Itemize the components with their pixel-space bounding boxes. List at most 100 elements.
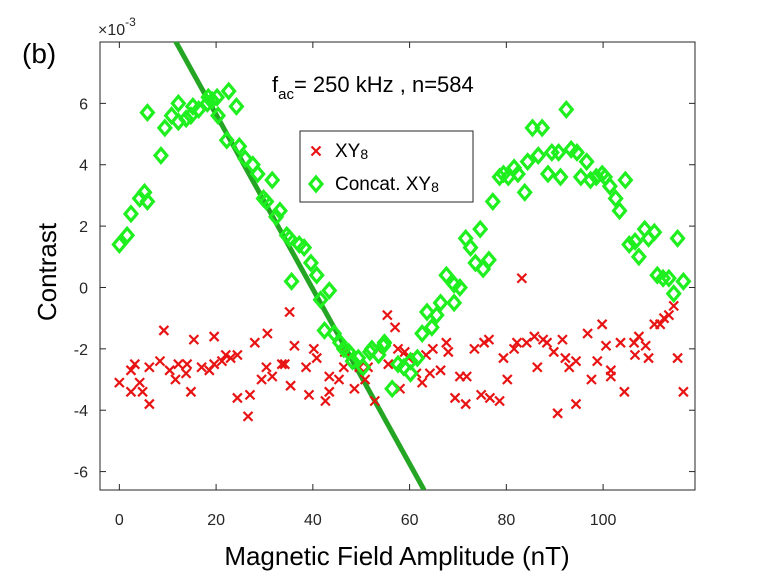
series-xy8 [114,272,689,422]
data-point [355,357,372,377]
data-point [324,386,335,398]
data-point [435,365,446,376]
data-point [582,328,593,339]
y-tick-label: -6 [74,465,88,482]
data-point [220,349,232,361]
data-point [570,355,582,367]
data-point [349,383,360,395]
data-point [285,380,296,391]
y-tick-label: -4 [74,403,88,420]
data-point [228,96,245,116]
data-point [423,317,440,337]
data-point [134,377,145,388]
data-point [428,305,445,325]
x-axis-label: Magnetic Field Amplitude (nT) [224,541,569,571]
data-point [237,149,254,169]
y-tick-label: 6 [79,96,88,113]
data-point [302,253,319,273]
data-point [308,265,325,285]
data-point [483,334,495,345]
data-point [560,352,571,364]
data-point [208,331,220,342]
data-point [502,374,513,385]
data-point [156,118,173,138]
data-point [258,192,275,212]
data-point [550,142,567,162]
panel-label: (b) [22,38,56,69]
data-point [665,284,682,304]
data-point [578,152,595,172]
x-tick-label: 20 [207,512,225,529]
data-point [461,371,472,382]
data-point [196,361,207,373]
data-point [409,348,426,368]
data-point [392,343,404,355]
data-point [139,103,156,123]
data-point [209,106,227,126]
y-tick-label: 4 [79,158,88,175]
data-point [416,377,428,388]
data-point [204,90,221,110]
data-point [125,365,137,376]
data-point [284,306,295,318]
data-point [539,164,556,184]
data-point [312,290,329,310]
data-point [321,281,338,301]
data-point [516,272,528,284]
data-point [256,374,267,385]
x-tick-label: 40 [304,512,322,529]
data-point [402,363,419,383]
data-point [557,334,568,345]
data-point [449,392,461,404]
data-point [658,312,670,324]
data-point [467,253,484,273]
y-axis-label: Contrast [32,222,62,321]
data-point [320,395,331,407]
data-point [630,247,647,267]
data-point [283,271,300,291]
data-point [261,361,272,373]
data-point [675,271,692,291]
data-point [633,331,645,342]
data-point [303,389,315,401]
data-marks-layer [111,81,692,422]
data-point [511,337,523,348]
data-point [308,343,320,355]
data-point [139,192,156,212]
data-point [164,365,175,376]
data-point [480,250,497,270]
data-point [611,201,628,221]
y-tick-label: 2 [79,219,88,236]
data-point [646,222,663,242]
data-point [572,167,589,187]
data-point [600,340,612,352]
data-point [475,389,487,401]
data-point [660,268,677,288]
data-point [188,334,200,345]
data-point [173,358,184,370]
data-point [231,136,248,156]
data-point [276,358,288,370]
data-point [472,219,489,239]
data-point [311,352,322,364]
data-point [180,368,192,379]
data-point [605,365,617,376]
data-point [427,343,439,355]
data-point [289,340,300,352]
data-point [521,337,532,348]
data-point [508,343,520,355]
legend-marker-xy8 [310,145,322,157]
data-point [249,164,266,184]
data-point [640,340,651,352]
data-point [122,204,140,224]
data-point [484,192,501,212]
data-point [529,331,540,342]
data-point [441,337,452,348]
y-multiplier: ×10-3 [98,15,136,39]
data-point [399,346,411,358]
data-point [494,395,505,407]
data-point [592,355,603,367]
data-point [264,170,281,190]
data-point [552,167,569,187]
series-concat-xy8 [111,81,692,399]
